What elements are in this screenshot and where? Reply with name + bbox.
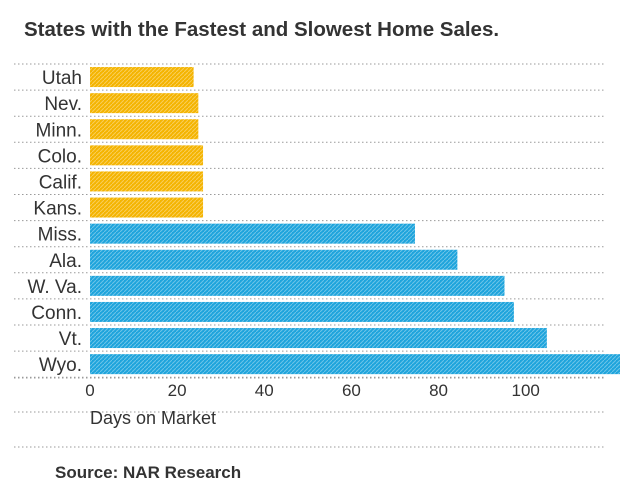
x-tick-label: 0 <box>85 381 94 400</box>
bar-wyo <box>90 354 620 375</box>
bar-ala <box>90 249 458 270</box>
category-label: Colo. <box>38 146 82 167</box>
category-label: Nev. <box>44 94 82 115</box>
category-label: Utah <box>42 68 82 89</box>
bar-nev <box>90 93 199 114</box>
category-label: Minn. <box>36 120 82 141</box>
x-axis-title: Days on Market <box>90 408 216 428</box>
bar-vt <box>90 328 547 349</box>
chart-title: States with the Fastest and Slowest Home… <box>24 18 500 41</box>
bar-kans <box>90 197 204 218</box>
bar-minn <box>90 119 199 140</box>
category-label: Wyo. <box>39 355 82 376</box>
x-tick-label: 80 <box>429 381 448 400</box>
category-label: W. Va. <box>27 277 82 298</box>
bar-utah <box>90 67 194 88</box>
bar-w-va <box>90 275 505 296</box>
category-label: Miss. <box>38 225 82 246</box>
x-tick-label: 40 <box>255 381 274 400</box>
x-tick-label: 20 <box>168 381 187 400</box>
category-labels: Utah Nev. Minn. Colo. Calif. Kans. Miss. Ala. W.… <box>27 68 82 376</box>
bar-calif <box>90 171 204 192</box>
category-label: Conn. <box>31 303 82 324</box>
x-tick-label: 100 <box>511 381 539 400</box>
bar-miss <box>90 223 415 244</box>
category-label: Ala. <box>49 251 82 272</box>
x-axis-ticks: 0 20 40 60 80 100 <box>85 381 540 400</box>
source-note: Source: NAR Research <box>55 463 242 482</box>
bar-conn <box>90 301 514 322</box>
grid-lines <box>14 63 606 448</box>
category-label: Kans. <box>33 199 82 220</box>
category-label: Vt. <box>59 329 82 350</box>
bar-colo <box>90 145 204 166</box>
x-tick-label: 60 <box>342 381 361 400</box>
bars <box>90 67 620 375</box>
category-label: Calif. <box>39 172 82 193</box>
